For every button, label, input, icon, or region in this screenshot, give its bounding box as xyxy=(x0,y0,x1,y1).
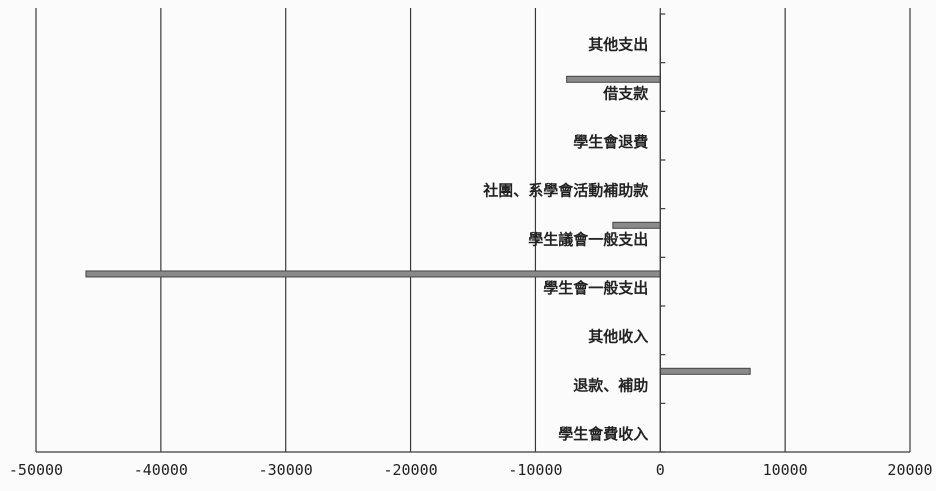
category-label: 學生議會一般支出 xyxy=(528,230,648,248)
bar-3 xyxy=(85,270,661,278)
x-tick-labels: -50000 -40000 -30000 -20000 -10000 0 10000 2000… xyxy=(9,461,933,479)
bars-layer xyxy=(85,75,751,375)
bar-1 xyxy=(659,367,751,375)
category-labels: 學生會費收入 退款、補助 其他收入 學生會一般支出 學生議會一般支出 社團、系學會活動補助… xyxy=(482,36,649,443)
x-tick-label: 10000 xyxy=(763,461,808,479)
category-label: 社團、系學會活動補助款 xyxy=(482,182,649,200)
x-tick-label: 0 xyxy=(656,461,665,479)
bar-7 xyxy=(566,75,661,83)
grid-layer xyxy=(35,8,911,452)
category-label: 學生會退費 xyxy=(573,133,648,151)
category-label: 其他支出 xyxy=(588,36,648,54)
x-tick-label: -10000 xyxy=(508,461,562,479)
category-label: 學生會費收入 xyxy=(558,425,648,443)
bar-4 xyxy=(612,221,661,229)
x-tick-label: -40000 xyxy=(134,461,188,479)
category-label: 借支款 xyxy=(602,84,649,102)
axis-layer xyxy=(36,13,910,453)
category-label: 退款、補助 xyxy=(573,376,648,394)
x-tick-label: -50000 xyxy=(9,461,63,479)
category-label: 學生會一般支出 xyxy=(543,279,648,297)
x-tick-label: 20000 xyxy=(887,461,932,479)
category-label: 其他收入 xyxy=(588,328,648,346)
x-tick-label: -20000 xyxy=(383,461,437,479)
x-tick-label: -30000 xyxy=(259,461,313,479)
